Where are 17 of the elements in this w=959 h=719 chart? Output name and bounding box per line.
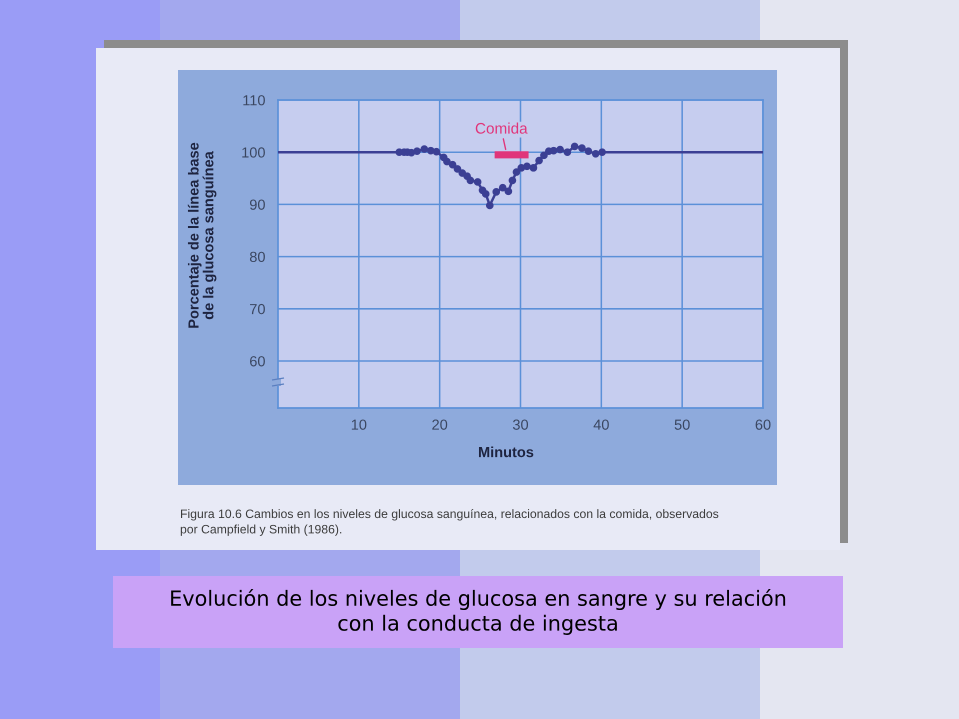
text: Evolución de los niveles de glucosa en sangre y su relación con la conducta de ingesta <box>171 589 786 635</box>
y-axis-title: Porcentaje de la línea base de la glucosa sanguínea <box>188 142 216 328</box>
series-label: Comida <box>476 122 528 134</box>
y-tick-label: 110 <box>243 95 265 106</box>
text: Figura 10.6 Cambios en los niveles de glucosa sanguínea, relacionados con la comida, observados por Campfield y Smith (1986). <box>180 509 718 536</box>
y-tick-label: 60 <box>250 356 265 366</box>
y-tick-label: 90 <box>250 200 265 210</box>
x-tick-label: 20 <box>432 419 448 430</box>
x-tick-label: 60 <box>756 419 771 430</box>
x-tick-label: 40 <box>594 419 609 430</box>
x-tick-label: 50 <box>674 419 690 430</box>
y-tick-label: 80 <box>250 252 265 262</box>
x-axis-title: Minutos <box>478 446 534 458</box>
x-tick-label: 10 <box>352 419 366 430</box>
y-tick-label: 70 <box>250 304 265 314</box>
x-tick-label: 30 <box>512 419 528 430</box>
y-tick-label: 100 <box>242 147 265 158</box>
